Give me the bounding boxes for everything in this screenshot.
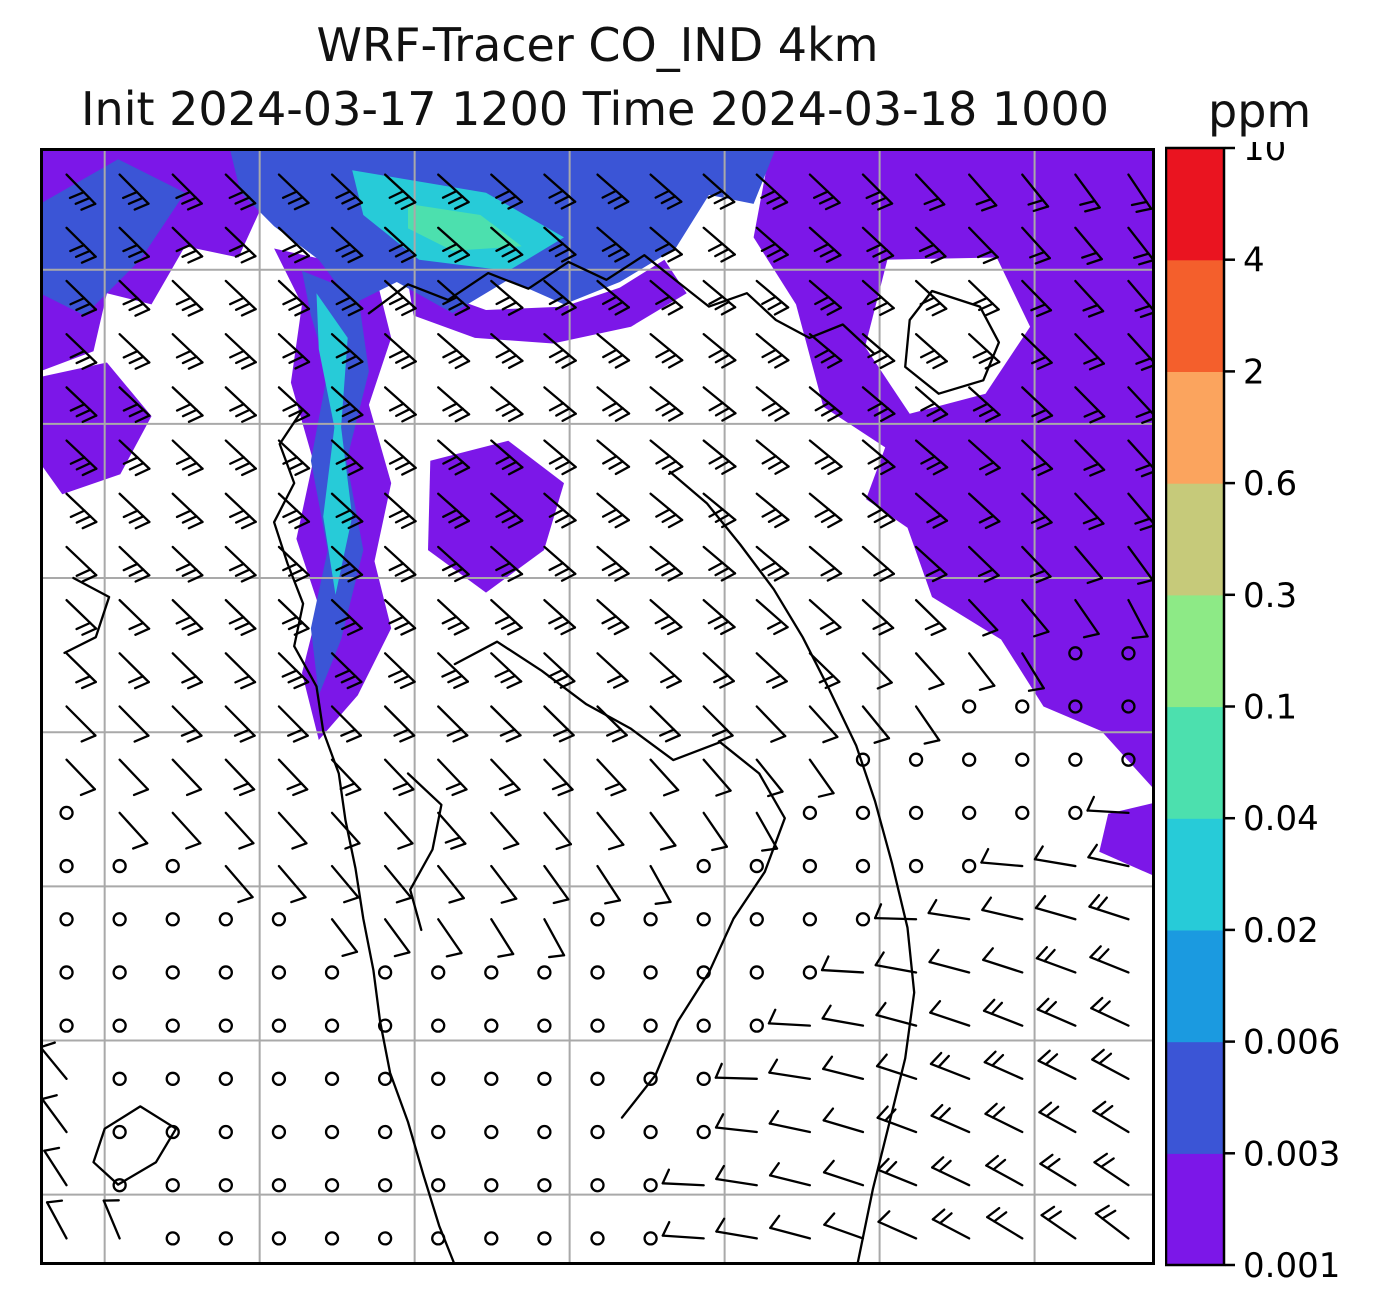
colorbar-tick-label: 0.02 [1243,911,1319,951]
colorbar-tick-label: 0.3 [1243,576,1297,616]
gridlines-layer [40,148,1155,1265]
colorbar-tick-label: 0.04 [1243,799,1319,839]
colorbar: 0.001 0.003 0.006 0.02 0.04 0.1 0.3 0.6 2 4 10 [1164,129,1400,1302]
colorbar-unit-label: ppm [1208,84,1312,138]
map-plot [40,148,1155,1265]
wind-barbs-layer [40,173,1155,1246]
plot-title: WRF-Tracer CO_IND 4km [316,18,879,72]
colorbar-tick-label: 4 [1243,241,1265,281]
colorbar-tick-label: 0.6 [1243,464,1297,504]
colorbar-tick-label: 0.006 [1243,1023,1340,1063]
colorbar-tick-label: 0.003 [1243,1134,1340,1174]
colorbar-scale: 0.001 0.003 0.006 0.02 0.04 0.1 0.3 0.6 2 4 10 [1164,129,1340,1286]
colorbar-border [1164,146,1226,1267]
colorbar-segments [1165,148,1225,1266]
colorbar-ticks: 0.001 0.003 0.006 0.02 0.04 0.1 0.3 0.6 2 4 10 [1225,129,1340,1286]
colorbar-tick-label: 10 [1243,142,1286,169]
colorbar-tick-label: 0.1 [1243,688,1297,728]
plot-subtitle: Init 2024-03-17 1200 Time 2024-03-18 100… [80,82,1109,136]
colorbar-tick-label: 0.001 [1243,1246,1340,1286]
map-border [40,148,1155,1265]
colorbar-tick-label: 2 [1243,352,1265,392]
map-canvas [40,148,1155,1265]
